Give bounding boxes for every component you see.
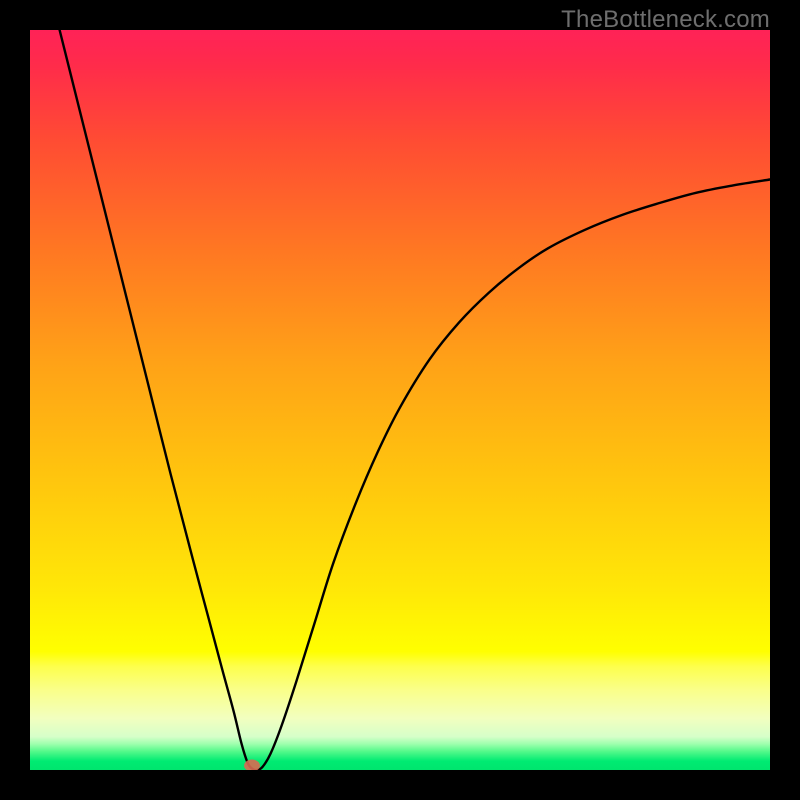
bottleneck-curve-chart xyxy=(0,0,800,800)
gradient-background xyxy=(30,30,770,770)
optimal-marker-dot xyxy=(244,760,260,772)
watermark-text: TheBottleneck.com xyxy=(561,6,770,34)
chart-container: TheBottleneck.com xyxy=(0,0,800,800)
